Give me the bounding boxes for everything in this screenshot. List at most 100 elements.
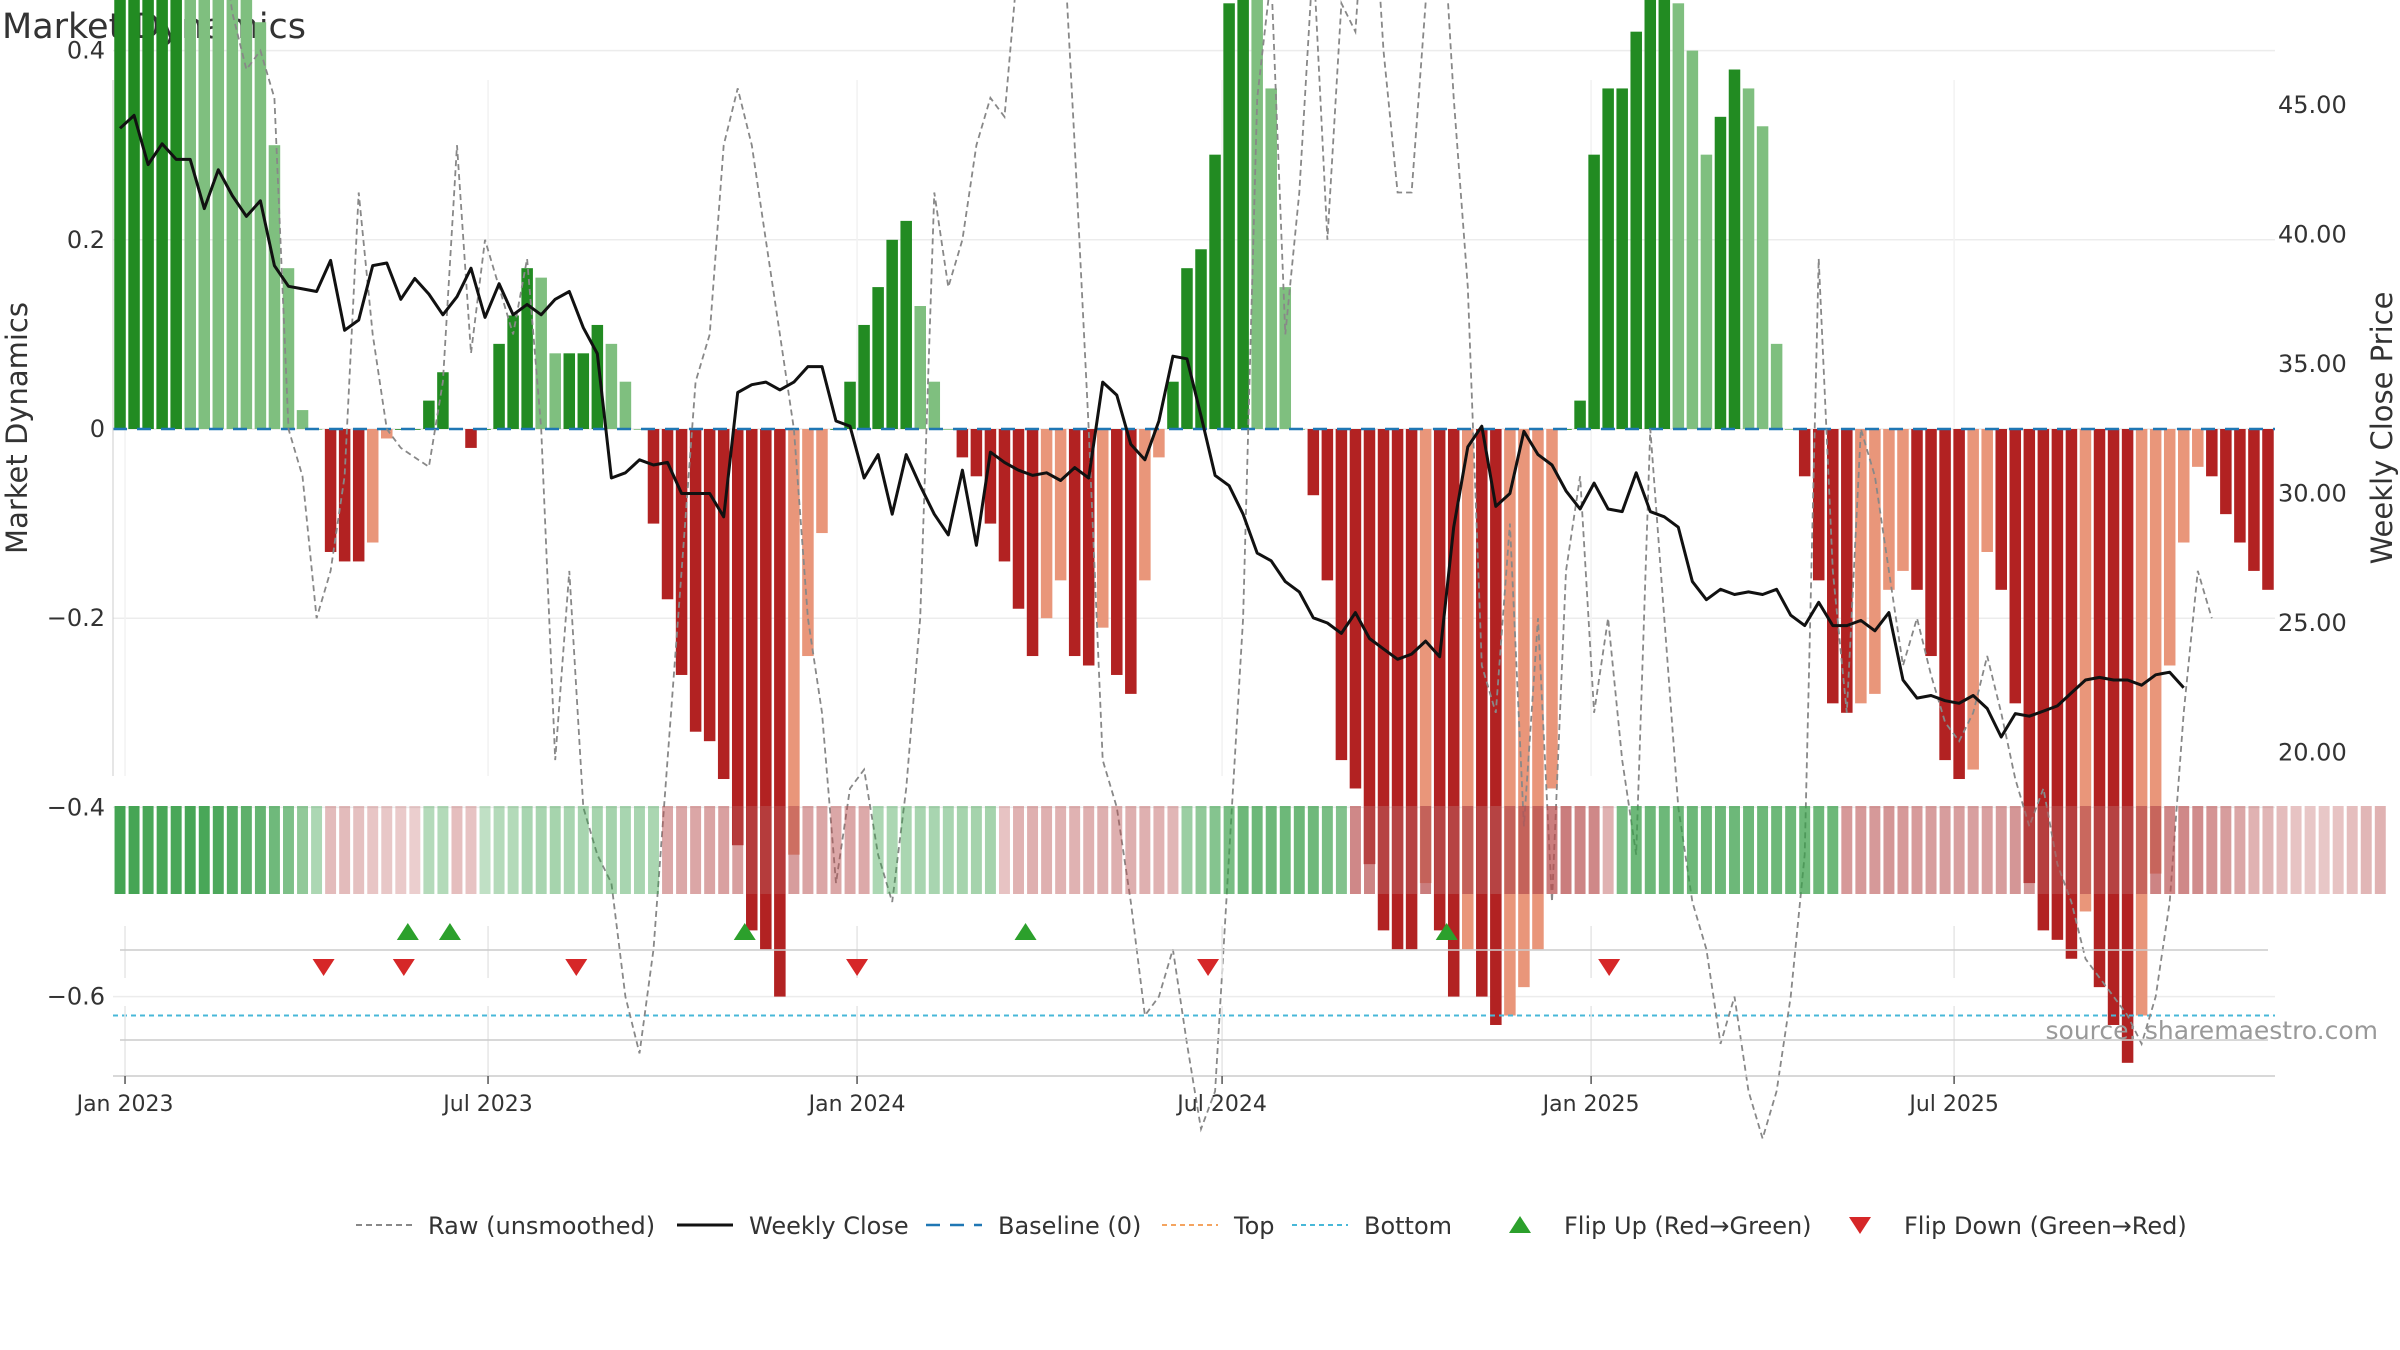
- band-cell: [184, 806, 196, 894]
- band-cell: [956, 806, 968, 894]
- band-cell: [2136, 806, 2148, 894]
- legend-label: Top: [1233, 1212, 1275, 1240]
- dynamics-bar: [661, 429, 674, 600]
- dynamics-bar: [816, 429, 828, 534]
- band-cell: [648, 806, 659, 894]
- band-cell: [1574, 806, 1586, 894]
- band-cell: [254, 806, 266, 894]
- flip-up-marker: [1435, 923, 1458, 940]
- dynamics-bar: [1897, 429, 1909, 571]
- dynamics-bar: [1012, 429, 1025, 609]
- dynamics-bar: [1798, 429, 1811, 477]
- band-cell: [942, 806, 954, 894]
- band-cell: [1293, 806, 1305, 894]
- band-cell: [283, 806, 294, 894]
- x-tick-label: Jul 2024: [1175, 1092, 1267, 1117]
- dynamics-bar: [1068, 429, 1081, 657]
- dynamics-bar: [296, 410, 309, 429]
- band-cell: [1672, 806, 1684, 894]
- dynamics-bar: [2163, 429, 2176, 666]
- dynamics-bar: [2149, 429, 2162, 874]
- band-cell: [1013, 806, 1024, 894]
- band-cell: [1995, 806, 2007, 894]
- dynamics-bar: [1869, 429, 1881, 694]
- dynamics-bar: [1827, 429, 1839, 704]
- band-cell: [521, 806, 533, 894]
- band-cell: [2276, 806, 2288, 894]
- dynamics-bar: [437, 372, 449, 429]
- dynamics-bar: [1925, 429, 1937, 657]
- band-cell: [2051, 806, 2063, 894]
- band-cell: [774, 806, 786, 894]
- dynamics-bar: [535, 277, 547, 429]
- flip-down-marker: [565, 959, 588, 976]
- band-cell: [970, 806, 982, 894]
- band-cell: [2234, 806, 2246, 894]
- band-cell: [395, 806, 407, 894]
- band-cell: [409, 806, 421, 894]
- dynamics-bar: [900, 220, 912, 429]
- dynamics-bar: [788, 429, 800, 855]
- dynamics-bar: [1756, 126, 1769, 429]
- band-cell: [437, 806, 449, 894]
- flip-panel-grid: [124, 926, 1955, 978]
- left-tick-label: 0: [90, 415, 105, 443]
- band-cell: [2374, 806, 2386, 894]
- band-cell: [493, 806, 505, 894]
- band-cell: [858, 806, 870, 894]
- right-tick-label: 25.00: [2278, 609, 2347, 637]
- dynamics-bar: [1476, 429, 1488, 997]
- band-cell: [2206, 806, 2218, 894]
- band-cell: [2065, 806, 2077, 894]
- band-cell: [1153, 806, 1165, 894]
- band-cell: [353, 806, 365, 894]
- x-tick-label: Jan 2024: [807, 1092, 906, 1117]
- dynamics-bar: [872, 287, 884, 429]
- left-tick-label: 0.2: [67, 226, 105, 254]
- band-cell: [2150, 806, 2162, 894]
- dynamics-bar: [858, 324, 870, 429]
- dynamics-bar: [1728, 69, 1741, 430]
- band-cell: [1490, 806, 1502, 894]
- band-cell: [998, 806, 1010, 894]
- band-cell: [1392, 806, 1404, 894]
- legend-label: Weekly Close: [749, 1212, 909, 1240]
- dynamics-bar: [1265, 88, 1277, 429]
- band-cell: [507, 806, 519, 894]
- dynamics-bar: [942, 429, 955, 430]
- dynamics-bar: [128, 0, 140, 430]
- dynamics-bar: [1223, 3, 1235, 430]
- dynamics-bar: [1125, 429, 1137, 694]
- flip-up-marker: [396, 923, 419, 940]
- left-axis-ticks: 0.60.40.20−0.2−0.4−0.6: [47, 37, 105, 1011]
- legend: Raw (unsmoothed) Weekly Close Baseline (0)…: [356, 1212, 2187, 1240]
- band-cell: [2164, 806, 2176, 894]
- flip-up-marker: [1014, 923, 1037, 940]
- band-cell: [1518, 806, 1530, 894]
- dynamics-bar: [423, 400, 435, 429]
- band-cell: [297, 806, 309, 894]
- dynamics-bar: [170, 0, 182, 430]
- legend-item: Baseline (0): [926, 1212, 1141, 1240]
- band-cell: [198, 806, 210, 894]
- dynamics-bar: [1841, 429, 1853, 713]
- legend-item: Raw (unsmoothed): [356, 1212, 655, 1240]
- band-cell: [633, 806, 645, 894]
- band-cell: [2318, 806, 2330, 894]
- dynamics-bar: [1953, 429, 1965, 780]
- band-cell: [1349, 806, 1361, 894]
- dynamics-bar: [1967, 429, 1979, 770]
- dynamics-bar: [1518, 429, 1530, 988]
- band-cell: [2332, 806, 2344, 894]
- band-cell: [1841, 806, 1853, 894]
- dynamics-bar: [1054, 429, 1067, 581]
- band-cell: [2248, 806, 2260, 894]
- source-note: source: sharemaestro.com: [2046, 1016, 2379, 1045]
- band-cell: [2009, 806, 2021, 894]
- band-cell: [2346, 806, 2358, 894]
- flip-down-marker: [312, 959, 335, 976]
- band-cell: [2290, 806, 2302, 894]
- band-cell: [367, 806, 379, 894]
- band-cell: [1981, 806, 1993, 894]
- dynamics-bar: [2234, 429, 2246, 543]
